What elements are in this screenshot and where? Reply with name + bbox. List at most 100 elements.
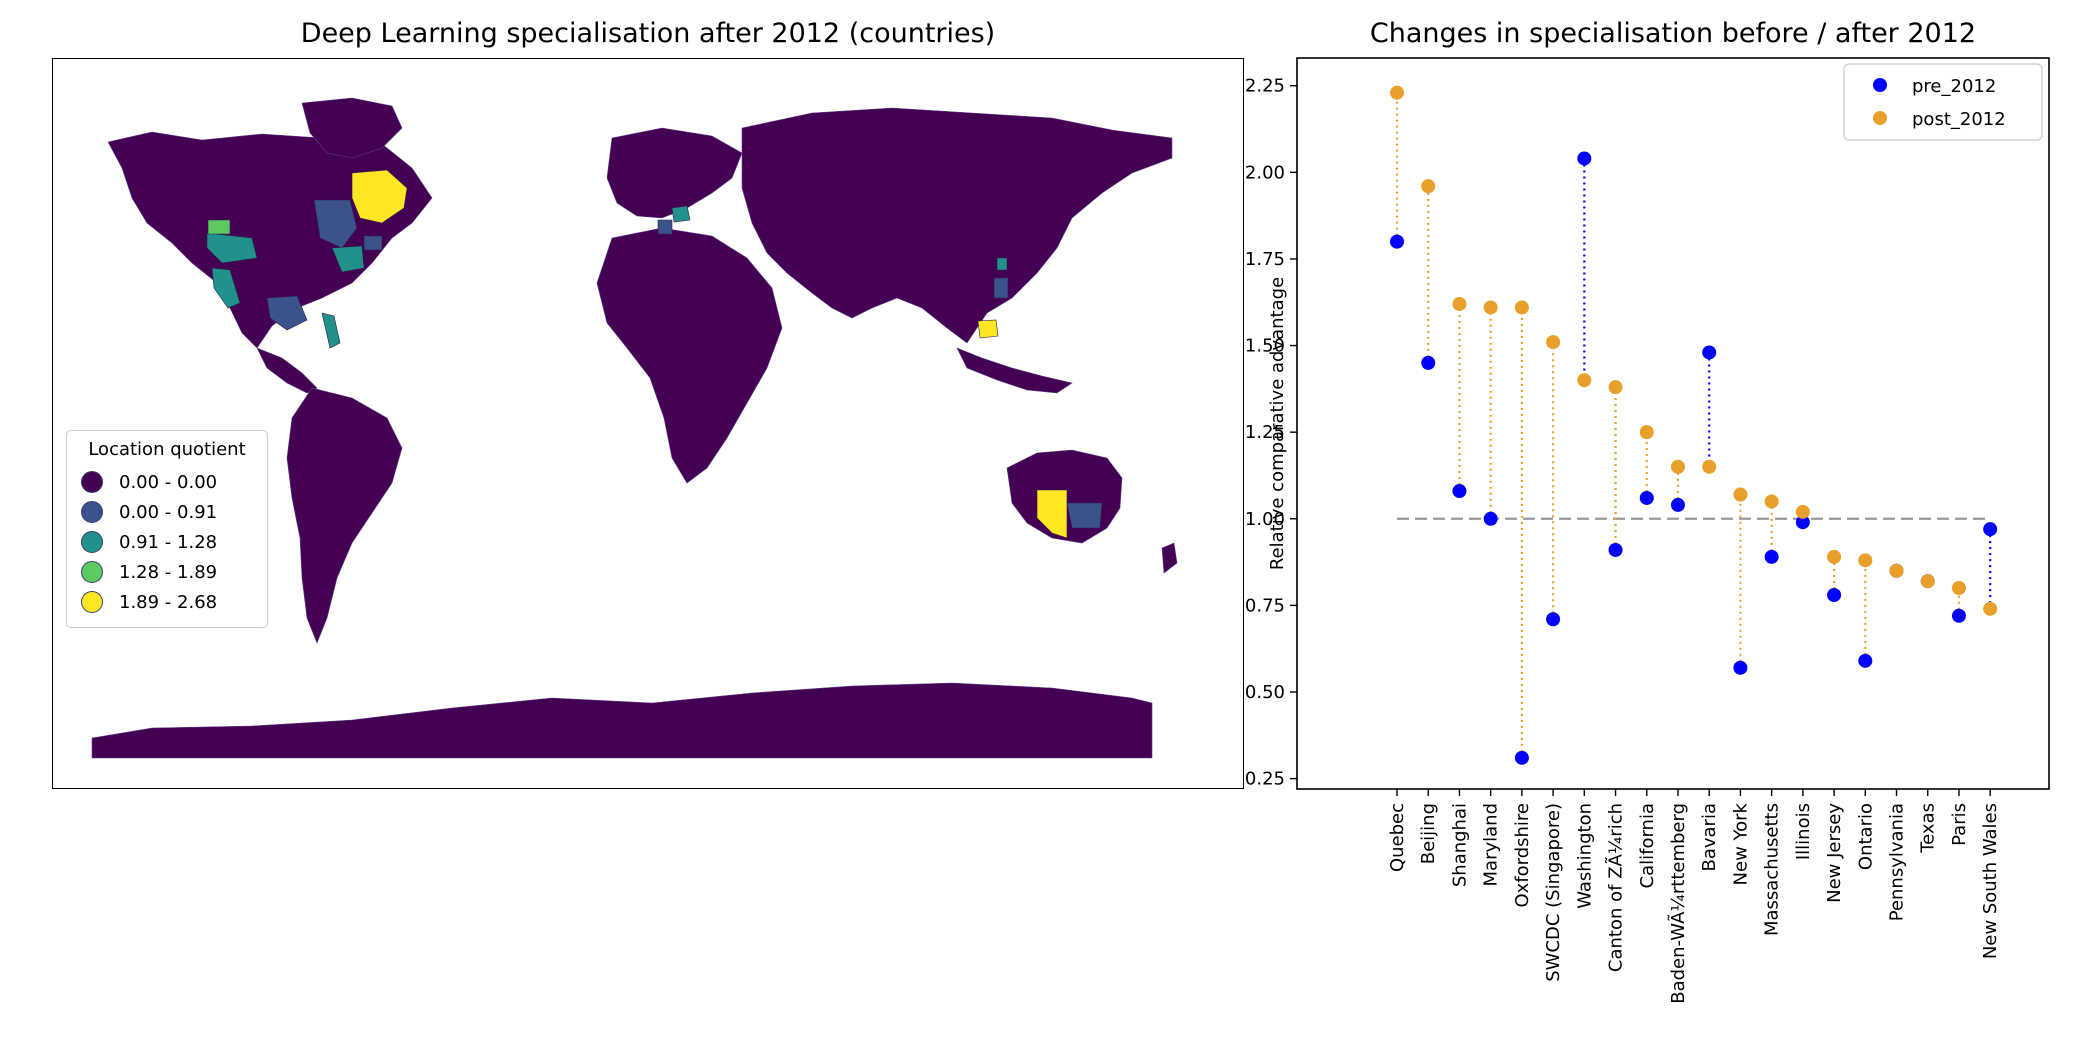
post_2012-point — [1452, 296, 1467, 311]
y-tick-label: 2.25 — [1245, 76, 1285, 97]
x-tick-label: New South Wales — [1980, 803, 2001, 959]
legend-item: 0.00 - 0.91 — [81, 499, 217, 525]
pre_2012-point — [1951, 608, 1966, 623]
legend-label: 0.00 - 0.91 — [119, 501, 218, 523]
pre_2012-point — [1514, 750, 1529, 765]
post_2012-point — [1920, 574, 1935, 589]
legend-swatch — [81, 561, 103, 583]
legend-label: 0.91 - 1.28 — [119, 531, 218, 553]
region-washington — [207, 219, 231, 235]
legend-swatch — [81, 471, 103, 493]
x-tick-label: Pennsylvania — [1887, 803, 1908, 921]
y-tick-label: 0.25 — [1245, 769, 1285, 790]
asia-shape — [741, 107, 1173, 344]
region-california — [211, 267, 241, 309]
chart-layer: 0.25 0.50 0.75 1.00 1.25 1.50 1.75 2.00 2.25 Rela… — [1245, 57, 2050, 1004]
region-florida — [321, 312, 341, 349]
y-tick-label: 1.75 — [1245, 249, 1285, 270]
region-europe-b — [657, 219, 673, 235]
legend-title: Location quotient — [88, 439, 246, 460]
post_2012-point — [1670, 459, 1685, 474]
legend-swatch — [81, 501, 103, 523]
x-tick-label: Canton of ZÃ¼rich — [1605, 803, 1627, 972]
pre_2012-point — [1764, 549, 1779, 564]
legend-item: 0.00 - 0.00 — [81, 469, 217, 495]
x-tick-label: Illinois — [1793, 803, 1814, 860]
post_2012-point — [1795, 504, 1810, 519]
post_2012-point — [1889, 563, 1904, 578]
new-zealand-shape — [1161, 542, 1178, 574]
region-beijing — [996, 257, 1008, 271]
post_2012-point — [1733, 487, 1748, 502]
x-tick-label: Ontario — [1855, 803, 1876, 870]
europe-shape — [606, 127, 743, 219]
region-ontario — [313, 199, 358, 249]
x-tick-label: SWCDC (Singapore) — [1543, 803, 1564, 982]
post_2012-point — [1546, 335, 1561, 350]
legend-item: 1.89 - 2.68 — [81, 589, 217, 615]
x-tick-label: Oxfordshire — [1512, 803, 1533, 908]
africa-shape — [596, 227, 783, 484]
x-tick-label: California — [1637, 803, 1658, 888]
post_2012-point — [1983, 601, 1998, 616]
x-tick-label: Shanghai — [1449, 803, 1470, 887]
highlighted-regions — [206, 169, 1103, 539]
region-australia-west — [1036, 489, 1068, 539]
map-legend: Location quotient 0.00 - 0.00 0.00 - 0.9… — [66, 430, 268, 628]
antarctica-shape — [91, 682, 1153, 759]
pre_2012-point — [1795, 515, 1810, 530]
region-northern-us — [206, 232, 258, 264]
post_2012-point — [1390, 85, 1404, 100]
legend-marker — [1873, 111, 1887, 125]
region-northeast-us — [331, 245, 365, 273]
pre_2012-point — [1733, 660, 1748, 675]
chart-title: Changes in specialisation before / after… — [1369, 18, 1977, 49]
x-tick-label: Paris — [1949, 803, 1970, 846]
post_2012-point — [1514, 300, 1529, 315]
southeast-asia-shape — [956, 347, 1073, 394]
south-america-shape — [286, 387, 403, 644]
post_2012-point — [1764, 494, 1779, 509]
y-tick-label: 1.50 — [1245, 336, 1285, 357]
x-tick-label: Maryland — [1481, 803, 1502, 886]
post_2012-point — [1827, 549, 1842, 564]
x-tick-label: New York — [1730, 802, 1751, 885]
legend-label: pre_2012 — [1912, 76, 1996, 97]
x-tick-label: Massachusetts — [1762, 803, 1783, 936]
pre_2012-point — [1452, 484, 1467, 499]
pre_2012-point — [1983, 522, 1998, 537]
post_2012-point — [1608, 380, 1623, 395]
world-map — [91, 97, 1178, 759]
pre_2012-point — [1608, 542, 1623, 557]
region-texas — [266, 295, 308, 331]
y-tick-label: 2.00 — [1245, 162, 1285, 183]
greenland-shape — [301, 97, 403, 159]
legend-label: 0.00 - 0.00 — [119, 471, 218, 493]
y-tick-label: 1.25 — [1245, 422, 1285, 443]
post_2012-point — [1421, 179, 1436, 194]
y-axis-label: Relative comparative advantage — [1267, 277, 1288, 570]
legend-swatch — [81, 531, 103, 553]
post_2012-point — [1639, 425, 1654, 440]
x-tick-label: Texas — [1918, 803, 1939, 854]
plot-frame — [1296, 57, 2050, 790]
region-europe-a — [671, 205, 691, 223]
x-tick-label: Beijing — [1418, 803, 1439, 864]
post_2012-point — [1483, 300, 1498, 315]
x-tick-label: New Jersey — [1824, 803, 1845, 903]
region-massachusetts — [363, 235, 383, 251]
x-tick-label: Baden-WÃ¼rttemberg — [1667, 803, 1689, 1004]
legend-item: 1.28 - 1.89 — [81, 559, 217, 585]
x-tick-label: Quebec — [1387, 803, 1408, 872]
pre_2012-point — [1670, 497, 1685, 512]
pre_2012-point — [1577, 151, 1592, 166]
pre_2012-point — [1483, 511, 1498, 526]
y-tick-label: 0.50 — [1245, 682, 1285, 703]
pre_2012-point — [1827, 587, 1842, 602]
post_2012-point — [1702, 459, 1717, 474]
continents — [91, 97, 1178, 759]
region-southeast-china — [977, 319, 999, 339]
legend-label: 1.89 - 2.68 — [119, 591, 218, 613]
y-tick-label: 1.00 — [1245, 509, 1285, 530]
